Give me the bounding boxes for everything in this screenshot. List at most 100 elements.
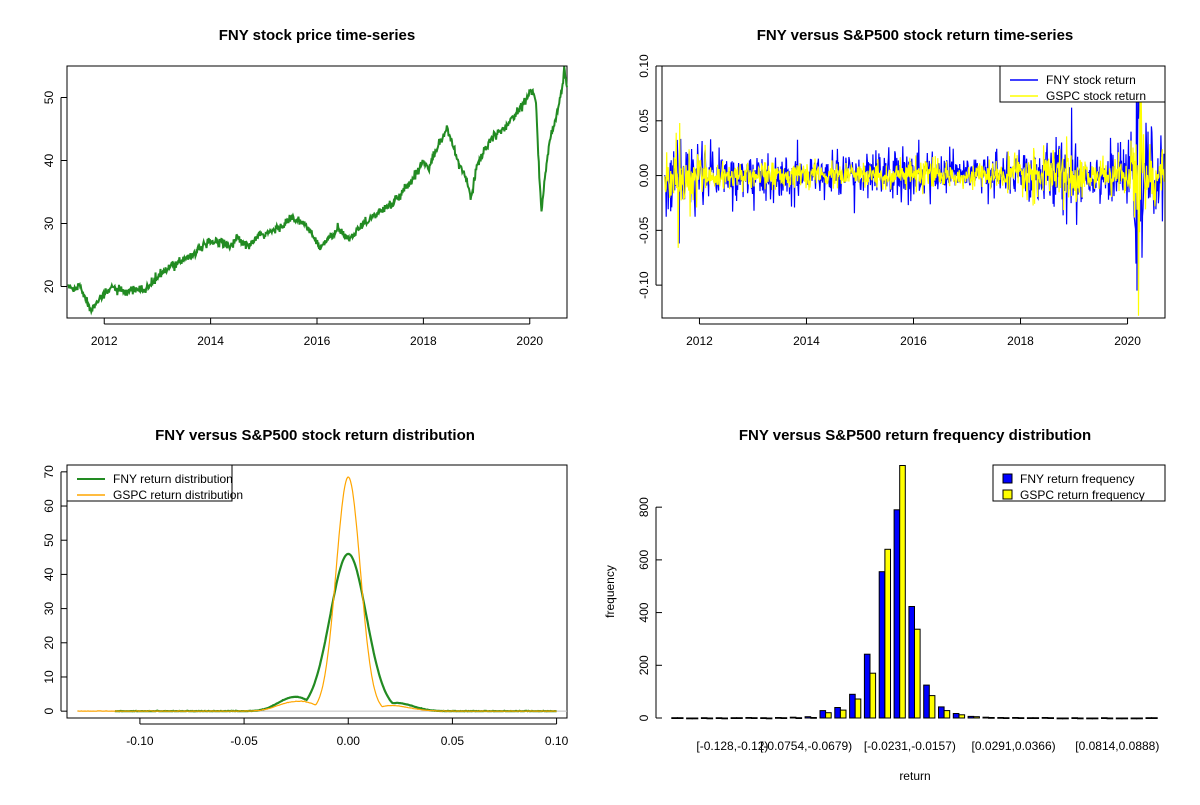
price-y-tick-label: 50 xyxy=(42,91,56,105)
returns-x-tick-label: 2020 xyxy=(1114,334,1141,348)
histogram-bar-fny xyxy=(700,717,708,720)
histogram-bar-gspc xyxy=(736,717,743,720)
returns-y-tick-label: 0.10 xyxy=(637,54,651,78)
histogram-bar-gspc xyxy=(1091,717,1099,720)
density-x-tick-label: 0.00 xyxy=(337,734,361,748)
returns-y-tick-label: -0.10 xyxy=(637,271,651,299)
histogram-bar-gspc xyxy=(1032,717,1040,720)
histogram-bar-gspc xyxy=(943,710,951,719)
histogram-bar-gspc xyxy=(928,695,936,719)
histogram-bar-fny xyxy=(923,684,930,719)
histogram-bar-fny xyxy=(1041,717,1049,719)
density-series-gspc xyxy=(77,476,557,712)
histogram-x-axis-title: return xyxy=(899,769,930,783)
density-legend-label: GSPC return distribution xyxy=(113,488,243,502)
returns-legend-label: GSPC stock return xyxy=(1046,89,1146,103)
histogram-y-tick-label: 600 xyxy=(637,550,651,570)
histogram-bar-gspc xyxy=(1047,717,1055,720)
histogram-legend-label: GSPC return frequency xyxy=(1020,488,1145,502)
histogram-bar-gspc xyxy=(1017,717,1025,720)
price-x-tick-label: 2016 xyxy=(304,334,331,348)
histogram-bar-gspc xyxy=(1077,717,1084,720)
histogram-y-tick-label: 800 xyxy=(637,497,651,517)
histogram-bar-gspc xyxy=(1062,717,1069,720)
histogram-bar-gspc xyxy=(914,628,921,719)
returns-chart-panel: FNY versus S&P500 stock return time-seri… xyxy=(637,27,1166,348)
returns-x-tick-label: 2012 xyxy=(686,334,713,348)
price-plot-frame xyxy=(66,65,568,319)
histogram-bar-fny xyxy=(952,713,960,719)
histogram-bar-fny xyxy=(997,717,1004,719)
density-y-tick-label: 30 xyxy=(42,602,56,616)
histogram-x-category-label: [-0.0231,-0.0157) xyxy=(864,739,956,753)
density-y-tick-label: 50 xyxy=(42,533,56,547)
histogram-bar-fny xyxy=(1026,717,1034,720)
price-x-tick-label: 2020 xyxy=(516,334,543,348)
histogram-bar-fny xyxy=(1145,717,1153,720)
histogram-bar-fny xyxy=(834,707,841,719)
price-x-tick-label: 2014 xyxy=(197,334,224,348)
returns-title: FNY versus S&P500 stock return time-seri… xyxy=(757,27,1074,44)
histogram-bar-fny xyxy=(967,715,975,719)
histogram-bar-gspc xyxy=(810,717,817,719)
density-title: FNY versus S&P500 stock return distribut… xyxy=(155,427,475,444)
density-legend-label: FNY return distribution xyxy=(113,472,233,486)
histogram-y-axis-title: frequency xyxy=(603,565,617,618)
histogram-bar-fny xyxy=(745,717,753,719)
price-y-tick-label: 20 xyxy=(42,280,56,294)
density-y-tick-label: 70 xyxy=(42,465,56,479)
histogram-y-tick-label: 0 xyxy=(637,714,651,721)
histogram-x-category-label: [0.0291,0.0366) xyxy=(972,739,1056,753)
histogram-bar-fny xyxy=(908,606,916,719)
histogram-bar-fny xyxy=(878,571,886,719)
price-x-tick-label: 2012 xyxy=(91,334,118,348)
density-y-tick-label: 20 xyxy=(42,636,56,650)
histogram-bar-fny xyxy=(1056,717,1064,720)
histogram-bar-fny xyxy=(775,717,782,719)
histogram-bar-fny xyxy=(1115,717,1123,720)
histogram-bar-gspc xyxy=(1136,717,1143,720)
histogram-bar-fny xyxy=(1071,717,1079,720)
histogram-y-tick-label: 400 xyxy=(637,602,651,622)
price-y-tick-label: 40 xyxy=(42,154,56,168)
histogram-bar-gspc xyxy=(854,698,862,719)
histogram-bar-gspc xyxy=(884,548,892,719)
histogram-legend-swatch xyxy=(1002,473,1013,484)
histogram-bar-fny xyxy=(804,716,812,719)
histogram-bar-gspc xyxy=(958,714,966,719)
histogram-legend-label: FNY return frequency xyxy=(1020,472,1135,486)
histogram-bar-fny xyxy=(1101,717,1108,720)
histogram-title: FNY versus S&P500 return frequency distr… xyxy=(739,427,1091,444)
density-x-tick-label: -0.05 xyxy=(230,734,258,748)
price-chart-panel: FNY stock price time-series 2012 2014 2016 2… xyxy=(42,27,568,348)
histogram-x-category-label: [0.0814,0.0888) xyxy=(1075,739,1159,753)
histogram-bar-fny xyxy=(686,717,693,720)
returns-x-tick-label: 2018 xyxy=(1007,334,1034,348)
histogram-bar-fny xyxy=(938,706,945,719)
density-x-tick-label: -0.10 xyxy=(126,734,154,748)
density-plot-frame xyxy=(66,464,568,719)
histogram-bar-gspc xyxy=(973,716,980,719)
returns-x-tick-label: 2016 xyxy=(900,334,927,348)
price-y-tick-label: 30 xyxy=(42,217,56,231)
density-chart-panel: FNY versus S&P500 stock return distribut… xyxy=(42,427,569,748)
returns-y-tick-label: 0.05 xyxy=(637,109,651,133)
returns-y-tick-label: 0.00 xyxy=(637,164,651,188)
returns-legend-label: FNY stock return xyxy=(1046,73,1136,87)
density-y-tick-label: 10 xyxy=(42,670,56,684)
histogram-y-tick-label: 200 xyxy=(637,655,651,675)
histogram-bar-fny xyxy=(893,509,901,719)
histogram-bar-gspc xyxy=(1002,717,1010,720)
histogram-bar-fny xyxy=(730,717,738,720)
price-series-line xyxy=(67,66,568,316)
histogram-bar-fny xyxy=(671,717,678,720)
histogram-bar-fny xyxy=(1012,717,1019,719)
histogram-bar-fny xyxy=(1130,717,1138,720)
histogram-bar-gspc xyxy=(676,717,684,720)
returns-x-tick-label: 2014 xyxy=(793,334,820,348)
histogram-bar-gspc xyxy=(765,717,773,720)
returns-y-tick-label: -0.05 xyxy=(637,216,651,244)
histogram-bar-fny xyxy=(760,717,767,720)
